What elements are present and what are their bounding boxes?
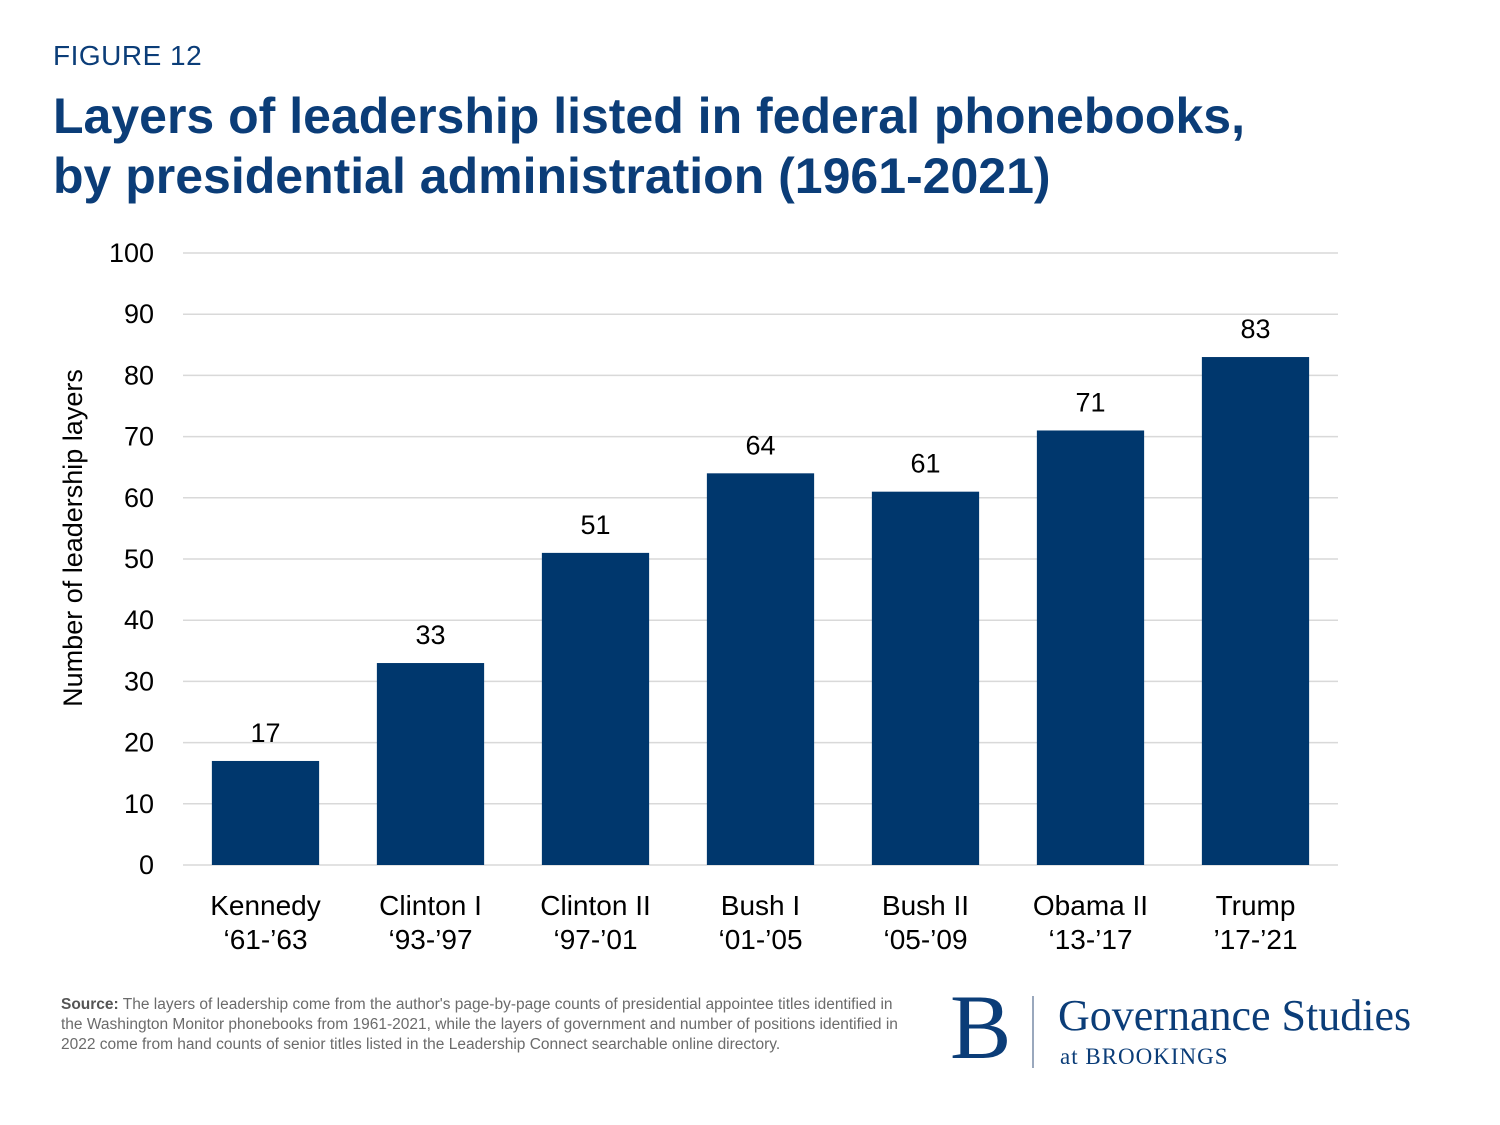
x-tick-label: ‘61-’63 (223, 924, 307, 955)
data-label: 33 (415, 620, 445, 650)
bar (871, 491, 980, 865)
y-tick-label: 40 (124, 605, 154, 635)
y-tick-label: 90 (124, 299, 154, 329)
data-label: 17 (250, 718, 280, 748)
y-tick-label: 10 (124, 789, 154, 819)
x-tick-label: ‘93-’97 (388, 924, 472, 955)
y-tick-label: 100 (109, 238, 154, 268)
bar (211, 760, 320, 865)
y-tick-label: 0 (139, 850, 154, 880)
y-tick-label: 30 (124, 666, 154, 696)
data-labels: 17 33 51 64 61 71 83 (250, 314, 1270, 748)
x-tick-label: ‘01-’05 (718, 924, 802, 955)
y-tick-label: 20 (124, 728, 154, 758)
logo-sub-text: at BROOKINGS (1060, 1044, 1229, 1069)
y-axis-label: Number of leadership layers (58, 369, 88, 707)
source-label: Source: (61, 996, 119, 1013)
x-tick-label: Bush I (721, 890, 800, 921)
chart-title: Layers of leadership listed in federal p… (53, 86, 1353, 206)
x-axis-ticks: Kennedy‘61-’63 Clinton I‘93-’97 Clinton II… (210, 890, 1297, 955)
x-tick-label: Bush II (882, 890, 969, 921)
data-label: 64 (745, 430, 775, 460)
x-tick-label: Clinton I (379, 890, 482, 921)
x-tick-label: Clinton II (540, 890, 651, 921)
chart-title-line-1: Layers of leadership listed in federal p… (53, 88, 1245, 144)
source-text: The layers of leadership come from the a… (61, 996, 898, 1053)
x-tick-label: Trump (1216, 890, 1296, 921)
bar (376, 663, 485, 865)
logo-divider (1032, 996, 1034, 1068)
x-tick-label: ’17-’21 (1213, 924, 1297, 955)
bar (706, 473, 815, 865)
x-tick-label: Obama II (1033, 890, 1148, 921)
bar-chart: 0 10 20 30 40 50 60 70 80 90 100 17 33 51 64 61 71 83 Ke… (58, 238, 1338, 955)
bars (211, 357, 1310, 865)
y-tick-label: 60 (124, 483, 154, 513)
logo-main-text: Governance Studies (1058, 991, 1412, 1040)
data-label: 71 (1075, 387, 1105, 417)
bar (541, 552, 650, 865)
data-label: 51 (580, 510, 610, 540)
logo-letter: B (950, 976, 1012, 1078)
data-label: 61 (910, 449, 940, 479)
x-tick-label: ‘05-’09 (883, 924, 967, 955)
chart-title-line-2: by presidential administration (1961-202… (53, 148, 1051, 204)
y-axis-ticks: 0 10 20 30 40 50 60 70 80 90 100 (109, 238, 154, 880)
y-tick-label: 50 (124, 544, 154, 574)
figure-label: FIGURE 12 (53, 40, 203, 71)
y-tick-label: 80 (124, 360, 154, 390)
source-note: Source: The layers of leadership come fr… (61, 995, 901, 1055)
x-tick-label: ‘97-’01 (553, 924, 637, 955)
bar (1201, 357, 1310, 865)
brookings-logo: B Governance Studies at BROOKINGS (950, 981, 1470, 1078)
data-label: 83 (1240, 314, 1270, 344)
x-tick-label: ‘13-’17 (1048, 924, 1132, 955)
bar (1036, 430, 1145, 865)
y-tick-label: 70 (124, 422, 154, 452)
x-tick-label: Kennedy (210, 890, 321, 921)
